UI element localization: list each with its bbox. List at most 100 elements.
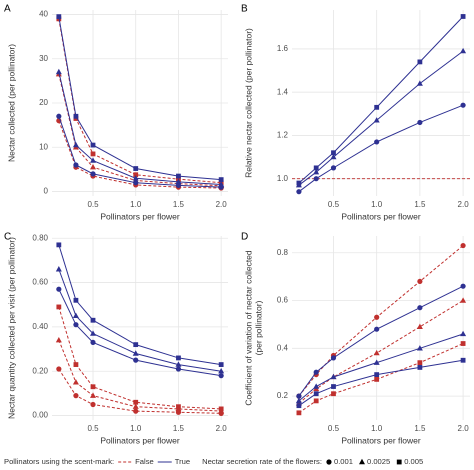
marker <box>460 283 466 289</box>
marker <box>331 391 336 397</box>
y-tick-label: 1.0 <box>277 174 289 183</box>
y-tick-label: 40 <box>39 10 48 19</box>
marker <box>417 119 423 126</box>
marker <box>176 173 181 179</box>
marker <box>331 384 336 389</box>
marker <box>90 401 96 408</box>
x-tick-label: 1.5 <box>173 424 185 433</box>
marker <box>296 393 302 399</box>
x-tick-label: 0.5 <box>87 424 99 433</box>
marker <box>373 117 380 123</box>
y-tick-label: 20 <box>39 98 48 107</box>
marker <box>460 14 466 19</box>
marker <box>90 384 96 390</box>
x-tick-label: 0.5 <box>87 200 99 209</box>
marker <box>313 369 319 375</box>
series-line <box>298 104 464 193</box>
legend-swatch <box>396 459 402 465</box>
marker <box>218 406 224 412</box>
legend-label: False <box>135 457 154 466</box>
y-tick-label: 0.2 <box>277 391 289 400</box>
marker <box>295 397 302 404</box>
marker <box>133 180 139 186</box>
legend-title: Pollinators using the scent-mark: <box>4 457 114 466</box>
marker <box>56 14 62 20</box>
marker <box>56 286 62 292</box>
x-axis-title: Pollinators per flower <box>341 435 421 445</box>
x-tick-label: 1.0 <box>371 424 383 433</box>
marker <box>330 355 337 361</box>
marker <box>374 314 380 320</box>
marker <box>218 362 224 367</box>
series-line <box>298 16 464 184</box>
y-tick-label: 1.2 <box>277 131 289 140</box>
y-tick-label: 0.4 <box>277 343 289 352</box>
marker <box>460 341 466 346</box>
series-line <box>298 245 464 397</box>
marker <box>175 182 182 188</box>
y-tick-label: 0.40 <box>32 322 48 331</box>
marker <box>416 345 423 351</box>
marker <box>132 403 139 409</box>
marker <box>72 379 79 385</box>
marker <box>460 330 467 337</box>
y-tick-label: 0.60 <box>32 278 48 287</box>
marker <box>296 410 302 416</box>
marker <box>72 312 79 319</box>
x-tick-label: 2.0 <box>216 424 228 433</box>
x-axis-title: Pollinators per flower <box>100 211 180 221</box>
series-line <box>298 300 464 404</box>
marker <box>460 297 467 303</box>
marker <box>460 357 466 363</box>
marker <box>296 180 302 186</box>
series-line <box>58 116 222 188</box>
marker <box>133 357 139 363</box>
marker <box>90 164 97 170</box>
x-tick-label: 0.5 <box>328 424 340 433</box>
legend-label: 0.001 <box>334 457 353 466</box>
marker <box>175 178 182 185</box>
marker <box>176 404 181 410</box>
marker <box>90 339 96 346</box>
x-tick-label: 1.5 <box>173 200 185 209</box>
y-axis-title: (per pollinator) <box>253 300 263 355</box>
series-line <box>298 285 464 397</box>
series-line <box>298 343 464 414</box>
legend-swatch <box>326 459 332 465</box>
marker <box>296 189 302 195</box>
marker <box>73 113 79 119</box>
marker <box>90 317 96 323</box>
legend-label: 0.0025 <box>367 457 390 466</box>
y-axis-title: Nectar collected (per pollinator) <box>6 44 16 162</box>
x-tick-label: 2.0 <box>458 424 470 433</box>
marker <box>313 398 319 404</box>
y-tick-label: 10 <box>39 142 48 151</box>
marker <box>132 350 139 356</box>
marker <box>373 349 380 356</box>
marker <box>73 297 79 303</box>
marker <box>374 376 380 382</box>
marker <box>176 355 181 361</box>
series-line <box>58 288 222 377</box>
marker <box>90 142 96 148</box>
x-tick-label: 1.0 <box>130 424 142 433</box>
marker <box>313 165 319 171</box>
legend-label: True <box>175 457 190 466</box>
marker <box>417 278 423 285</box>
series-line <box>58 244 222 366</box>
marker <box>313 391 319 397</box>
marker <box>218 181 225 187</box>
x-axis-title: Pollinators per flower <box>341 211 421 221</box>
x-tick-label: 2.0 <box>458 200 470 209</box>
marker <box>374 372 380 377</box>
marker <box>56 366 62 372</box>
x-tick-label: 2.0 <box>216 200 228 209</box>
y-tick-label: 1.6 <box>277 44 289 53</box>
series-line <box>298 359 464 407</box>
marker <box>72 141 79 148</box>
marker <box>460 102 466 108</box>
marker <box>417 305 423 311</box>
marker <box>218 373 224 379</box>
y-tick-label: 0.20 <box>32 366 48 375</box>
marker <box>330 373 337 380</box>
